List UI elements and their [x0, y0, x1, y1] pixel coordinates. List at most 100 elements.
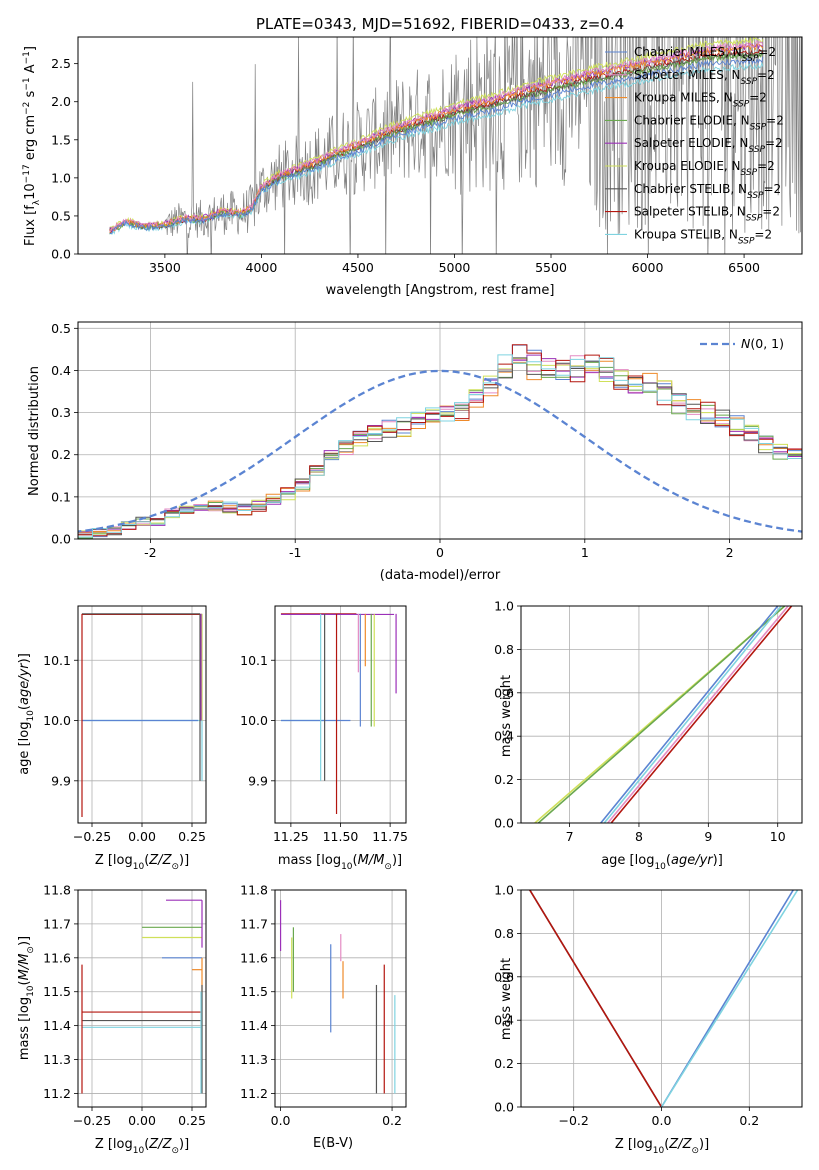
- mw-vs-age-ytick-label: 0.2: [494, 772, 514, 787]
- age-vs-mass-xtick-label: 11.50: [323, 829, 359, 844]
- mw-vs-z-ytick-label: 0.4: [494, 1013, 514, 1028]
- age-mass-xlabel: mass [log10(M/M⊙)]: [278, 853, 402, 872]
- label-part: Z/Z: [668, 1137, 692, 1152]
- mass-weight-age-ylabel: mass weight: [499, 675, 514, 757]
- spectrum-xlabel: wavelength [Angstrom, rest frame]: [326, 283, 555, 298]
- legend-entry: Chabrier MILES, NSSP=2: [634, 45, 776, 64]
- mass-vs-z-ytick-label: 11.3: [43, 1052, 71, 1067]
- mw-vs-z-ytick-label: 1.0: [494, 883, 514, 898]
- age-vs-z-xtick-label: −0.25: [73, 829, 111, 844]
- legend-entry: Salpeter ELODIE, NSSP=2: [634, 136, 783, 155]
- mw-vs-age-xtick-label: 8: [635, 829, 643, 844]
- label-part: mass [log: [17, 997, 32, 1060]
- age-vs-mass-frame: [274, 605, 407, 824]
- spectrum-ytick-label: 1.5: [51, 132, 71, 147]
- residuals-xtick-label: 2: [726, 545, 734, 560]
- label-part: 10: [23, 183, 38, 200]
- residuals-plot-area: [78, 344, 802, 539]
- mass-vs-z-ytick-label: 11.6: [43, 950, 71, 965]
- mw-vs-z-ytick-label: 0.2: [494, 1056, 514, 1071]
- mass-vs-z-ytick-label: 11.7: [43, 916, 71, 931]
- spectrum-title: PLATE=0343, MJD=51692, FIBERID=0433, z=0…: [256, 15, 624, 33]
- residuals-xtick-label: 0: [436, 545, 444, 560]
- label-part: )]: [17, 936, 32, 946]
- mass-vs-ebv-ytick-label: 11.6: [240, 950, 268, 965]
- label-part: (: [144, 853, 149, 868]
- mw-vs-age-ytick-label: 0.0: [494, 816, 514, 831]
- mw-vs-age-series-line: [610, 606, 793, 823]
- label-part: Z/Z: [148, 853, 172, 868]
- mw-vs-age-series-line: [603, 606, 782, 823]
- model-spectrum-line: [109, 51, 763, 235]
- label-part: SSP: [741, 168, 758, 178]
- age-vs-mass-plot-area: [280, 613, 397, 814]
- label-part: M/M: [358, 853, 385, 868]
- mass-z-ylabel: mass [log10(M/M⊙)]: [17, 936, 36, 1060]
- legend-entry: Chabrier ELODIE, NSSP=2: [634, 113, 784, 132]
- spectrum-xtick-label: 6500: [728, 260, 760, 275]
- label-part: ⊙: [691, 1146, 699, 1156]
- age-vs-mass-ytick-label: 10.0: [240, 713, 268, 728]
- mass-vs-ebv-ytick-label: 11.5: [240, 984, 268, 999]
- mw-vs-age-series-line: [537, 606, 786, 823]
- residuals-xlabel: (data-model)/error: [380, 568, 501, 583]
- label-part: age/yr: [671, 853, 714, 868]
- mw-vs-age-xtick-label: 9: [704, 829, 712, 844]
- age-vs-z-ytick-label: 10.0: [43, 713, 71, 728]
- mw-vs-z-frame: [520, 889, 803, 1108]
- model-spectrum-line: [109, 56, 764, 235]
- label-part: ]: [23, 46, 38, 51]
- age-z-xlabel: Z [log10(Z/Z⊙)]: [95, 853, 189, 872]
- age-vs-mass-ytick-label: 10.1: [240, 653, 268, 668]
- ebv-xlabel: E(B-V): [313, 1136, 353, 1151]
- label-part: Salpeter MILES, N: [634, 68, 741, 82]
- label-part: 10: [26, 985, 36, 997]
- mw-vs-z-series-line: [529, 890, 663, 1107]
- age-vs-z-ytick-label: 10.1: [43, 653, 71, 668]
- label-part: SSP: [738, 236, 755, 246]
- legend-entry: Kroupa ELODIE, NSSP=2: [634, 159, 775, 178]
- spectrum-xtick-label: 4000: [246, 260, 278, 275]
- age-vs-mass-ytick-label: 9.9: [248, 773, 268, 788]
- label-part: =2: [762, 205, 780, 219]
- label-part: =2: [749, 91, 767, 105]
- mw-vs-age-frame: [520, 605, 803, 824]
- label-part: =2: [757, 68, 775, 82]
- mw-vs-z-xtick-label: 0.2: [739, 1113, 759, 1128]
- label-part: 10: [133, 1146, 145, 1156]
- label-part: age/yr: [17, 662, 32, 705]
- mw-age-xlabel: age [log10(age/yr)]: [601, 853, 723, 872]
- label-part: s: [23, 90, 38, 101]
- spectrum-ylabel: Flux [fλ10−17 erg cm−2 s−1 A−1]: [22, 46, 42, 246]
- spectrum-xtick-label: 5000: [439, 260, 471, 275]
- label-part: (0, 1): [750, 336, 784, 351]
- age-vs-z-plot-area: [81, 613, 203, 817]
- label-part: A: [23, 64, 38, 77]
- residuals-xtick-label: 1: [581, 545, 589, 560]
- mass-weight-z-ylabel: mass weight: [499, 958, 514, 1040]
- observed-spectrum-line: [164, 37, 802, 254]
- mass-vs-z-ytick-label: 11.8: [43, 883, 71, 898]
- label-part: )]: [17, 653, 32, 663]
- label-part: Kroupa ELODIE, N: [634, 159, 741, 173]
- model-spectrum-line: [109, 40, 764, 233]
- mw-vs-age-ytick-label: 0.4: [494, 729, 514, 744]
- histogram-series: [78, 354, 802, 533]
- mass-vs-ebv-ytick-label: 11.8: [240, 883, 268, 898]
- mass-vs-z-plot-area: [81, 899, 203, 1094]
- label-part: (: [664, 1137, 669, 1152]
- mass-vs-ebv-plot-area: [279, 900, 396, 1094]
- label-part: Salpeter ELODIE, N: [634, 136, 748, 150]
- residuals-ytick-label: 0.1: [51, 489, 71, 504]
- label-part: Z [log: [95, 1137, 133, 1152]
- mass-vs-z-ytick-label: 11.4: [43, 1018, 71, 1033]
- label-part: SSP: [748, 145, 765, 155]
- label-part: )]: [699, 1137, 709, 1152]
- label-part: SSP: [750, 122, 767, 132]
- histogram-series: [78, 354, 802, 538]
- mass-vs-z-ytick-label: 11.5: [43, 984, 71, 999]
- residuals-xtick-label: -1: [289, 545, 301, 560]
- label-part: Flux [f: [23, 205, 38, 246]
- label-part: =2: [765, 136, 783, 150]
